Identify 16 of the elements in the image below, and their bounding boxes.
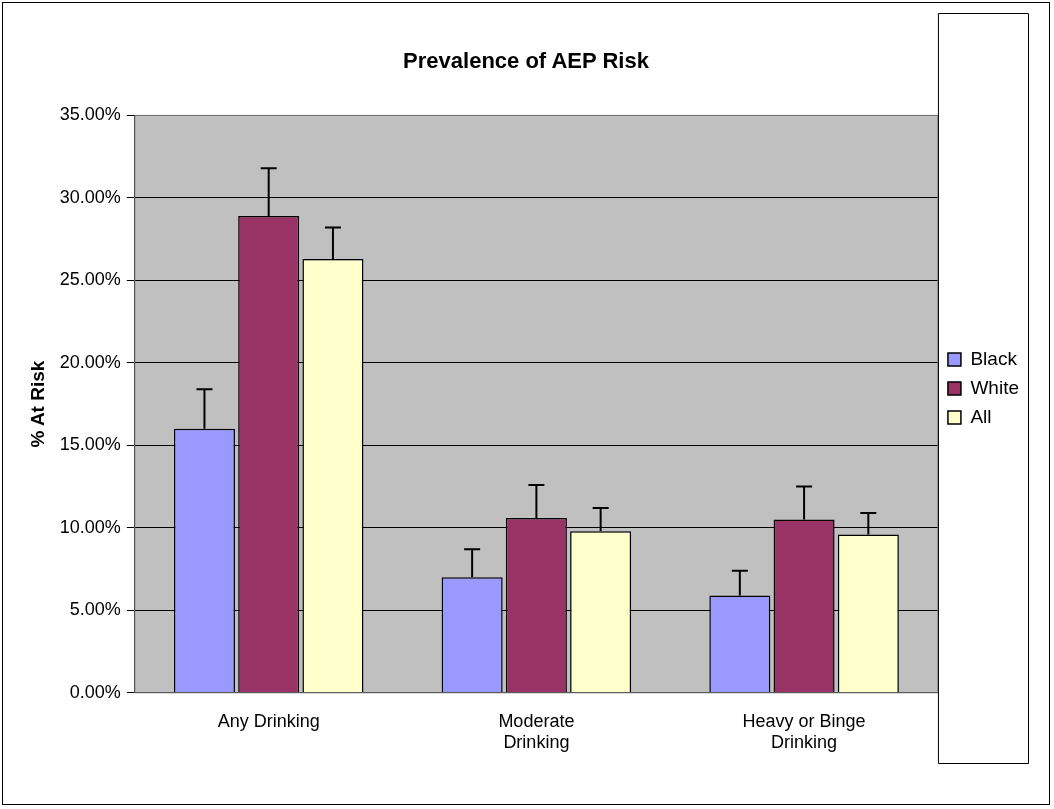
y-tick-label: 30.00% [59,186,121,207]
chart-title: Prevalence of AEP Risk [403,48,650,74]
y-tick-label: 10.00% [59,516,121,537]
x-tick-label: Moderate Drinking [498,710,575,753]
y-tick-label: 0.00% [69,681,121,702]
y-axis-title: % At Risk [26,360,48,448]
x-tick-label: Heavy or Binge Drinking [742,710,866,753]
legend-label: Black [970,347,1018,369]
y-tick-label: 35.00% [59,104,121,125]
y-tick-label: 20.00% [59,351,121,372]
x-tick-label: Any Drinking [217,710,320,731]
y-tick-label: 5.00% [69,599,121,620]
y-tick-label: 15.00% [59,434,121,455]
y-tick-label: 25.00% [59,269,121,290]
legend-label: All [970,405,992,427]
legend-label: White [970,376,1020,398]
